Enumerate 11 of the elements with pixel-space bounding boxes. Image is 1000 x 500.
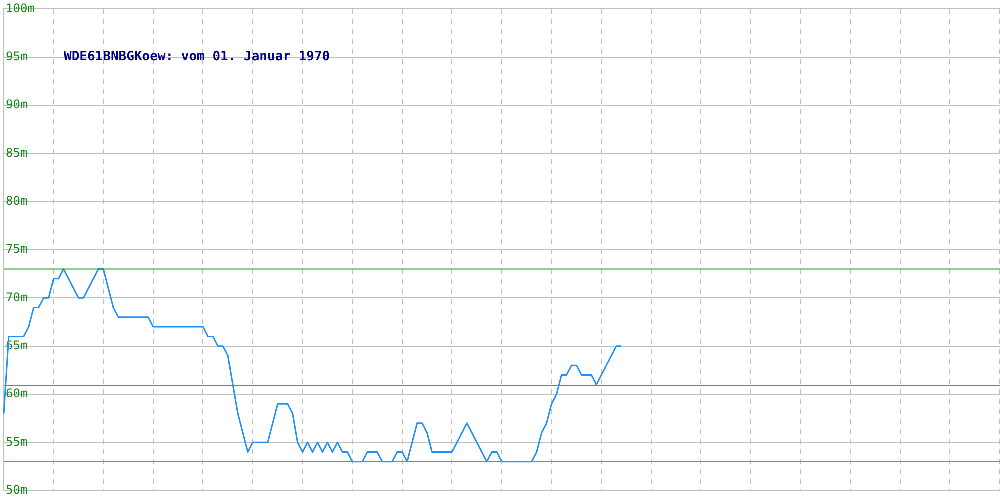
y-tick-label: 60m [6,386,28,401]
y-tick-label: 80m [6,194,28,208]
y-tick-label: 75m [6,242,28,256]
y-tick-label: 95m [6,49,28,64]
y-tick-label: 100m [6,1,35,16]
y-tick-label: 55m [6,434,28,449]
y-tick-label: 50m [6,482,28,497]
y-tick-label: 90m [6,98,28,112]
text: WDE61BNBGKoew: vom 01. Januar 1970 [64,50,330,65]
y-tick-label: 70m [6,290,28,304]
y-tick-label: 85m [6,146,28,160]
